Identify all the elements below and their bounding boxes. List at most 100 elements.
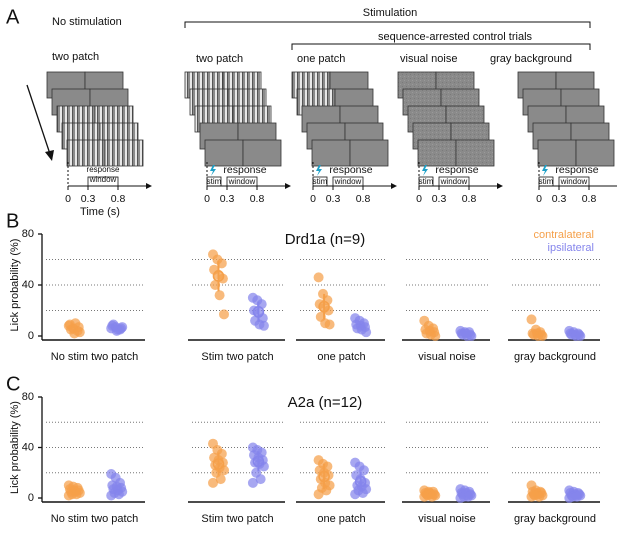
data-point <box>219 309 229 320</box>
time-arrow-head <box>391 183 397 189</box>
time-tick-label: 0.8 <box>356 193 371 205</box>
category-label: Stim two patch <box>201 351 273 363</box>
window-label: response <box>329 164 372 176</box>
column-title: gray background <box>490 53 572 65</box>
legend-entry: ipsilateral <box>548 242 594 254</box>
time-arrow <box>26 84 51 155</box>
window-label: window <box>560 177 588 186</box>
window-label: window <box>334 177 362 186</box>
stim-box <box>206 176 222 187</box>
stim-header: Stimulation <box>363 7 417 19</box>
window-label: window <box>89 175 117 184</box>
frame-half <box>537 139 577 167</box>
stim-bolt <box>210 165 216 176</box>
data-point <box>247 477 258 488</box>
data-point <box>106 490 117 501</box>
category-label: Stim two patch <box>201 513 273 525</box>
mean-marker <box>212 270 225 282</box>
frame-half <box>455 139 495 167</box>
category-label: one patch <box>317 513 365 525</box>
window-label: window <box>440 177 468 186</box>
y-tick-label: 80 <box>22 391 34 403</box>
time-arrow-head <box>285 183 291 189</box>
panel-label: C <box>6 373 20 395</box>
data-point <box>63 490 74 501</box>
left-title: two patch <box>52 51 99 63</box>
left-header: No stimulation <box>52 16 122 28</box>
window-label: response <box>87 165 120 174</box>
data-point <box>70 318 81 329</box>
time-tick-label: 0.8 <box>462 193 477 205</box>
data-point <box>455 493 466 503</box>
stim-bolt <box>422 165 428 176</box>
category-label: gray background <box>514 351 596 363</box>
column-title: two patch <box>196 53 243 65</box>
y-tick-label: 40 <box>22 441 34 453</box>
frame-half <box>204 139 244 167</box>
data-point <box>350 489 361 500</box>
window-box <box>332 176 364 187</box>
y-tick-label: 80 <box>22 228 34 240</box>
data-point <box>258 461 269 472</box>
time-tick-label: 0.3 <box>432 193 447 205</box>
data-point <box>258 320 269 331</box>
data-point <box>427 491 437 502</box>
data-point <box>575 331 586 341</box>
frame-half <box>66 139 106 167</box>
mean-marker <box>252 305 265 318</box>
window-box <box>558 176 590 187</box>
mean-marker <box>212 458 225 470</box>
time-tick-label: 0.8 <box>111 193 126 205</box>
time-tick-label: 0.3 <box>220 193 235 205</box>
data-point <box>526 491 537 502</box>
data-point <box>208 477 218 488</box>
data-point <box>113 489 124 500</box>
frame-half <box>242 139 282 167</box>
data-point <box>572 491 582 502</box>
data-point <box>214 290 225 301</box>
time-tick-label: 0 <box>310 193 316 205</box>
time-tick-label: 0.8 <box>250 193 265 205</box>
column-title: one patch <box>297 53 345 65</box>
mean-marker <box>354 475 367 488</box>
data-point <box>534 491 545 502</box>
data-point <box>463 491 474 502</box>
bracket <box>184 21 591 28</box>
stim-box <box>538 176 554 187</box>
arrow-head <box>45 150 54 161</box>
category-label: gray background <box>514 513 596 525</box>
stim-box <box>312 176 328 187</box>
stim-bolt <box>542 165 548 176</box>
window-label: response <box>435 164 478 176</box>
column-title: visual noise <box>400 53 457 65</box>
category-label: No stim two patch <box>51 513 138 525</box>
frame-half <box>575 139 615 167</box>
data-point <box>255 474 266 485</box>
category-label: one patch <box>317 351 365 363</box>
data-point <box>537 331 548 341</box>
control-header: sequence-arrested control trials <box>378 31 533 43</box>
stim-label: stim <box>313 177 328 186</box>
frame-half <box>417 139 457 167</box>
window-label: response <box>223 164 266 176</box>
data-point <box>117 322 128 333</box>
y-axis-label: Lick probability (%) <box>9 239 21 332</box>
category-label: No stim two patch <box>51 351 138 363</box>
time-tick-label: 0.3 <box>326 193 341 205</box>
y-tick-label: 0 <box>28 492 34 504</box>
data-point <box>71 489 82 500</box>
data-point <box>313 489 324 500</box>
chart-title: Drd1a (n=9) <box>285 231 365 248</box>
data-point <box>74 327 85 338</box>
time-label: Time (s) <box>80 206 120 218</box>
time-arrow-head <box>146 183 152 189</box>
window-box <box>87 176 119 187</box>
time-tick-label: 0 <box>204 193 210 205</box>
panel-label: A <box>6 6 20 28</box>
stim-box <box>418 176 434 187</box>
frames <box>46 71 615 167</box>
data-point <box>313 272 324 283</box>
y-tick-label: 0 <box>28 330 34 342</box>
chart-title: A2a (n=12) <box>288 394 363 411</box>
